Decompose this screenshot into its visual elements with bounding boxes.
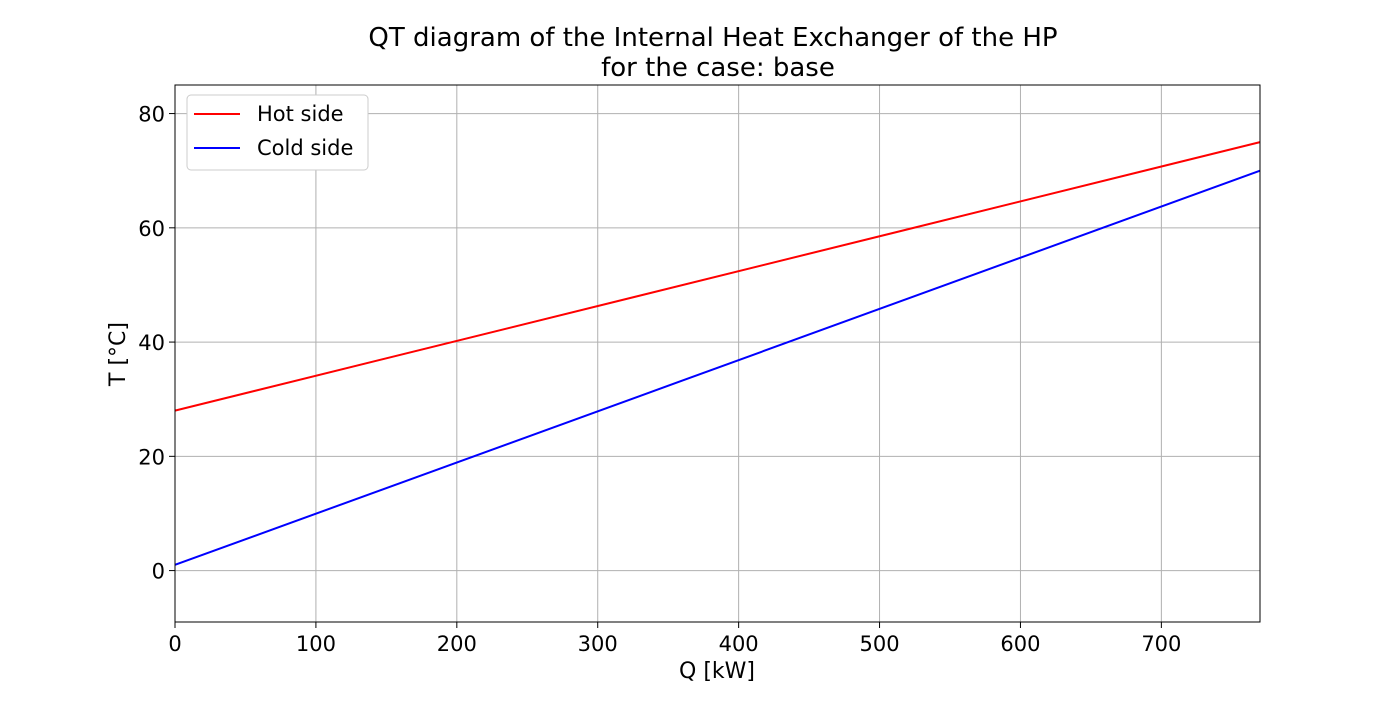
y-tick-label: 40 [138, 331, 165, 355]
y-tick-label: 80 [138, 103, 165, 127]
axis-ticks: 0 100 200 300 400 500 600 700 0 20 40 60 80 [138, 103, 1181, 656]
legend-label-hot-side: Hot side [257, 102, 344, 126]
chart-subtitle: for the case: base [601, 53, 835, 83]
y-axis-label: T [°C] [106, 322, 131, 387]
series-line-hot-side [174, 141, 1261, 412]
x-tick-label: 0 [168, 632, 181, 656]
x-tick-label: 700 [1141, 632, 1181, 656]
legend: Hot side Cold side [186, 94, 369, 171]
chart-title: QT diagram of the Internal Heat Exchange… [368, 23, 1057, 53]
x-tick-label: 200 [437, 632, 477, 656]
series-layer [174, 141, 1261, 566]
series-line-cold-side [174, 169, 1261, 566]
x-tick-label: 300 [578, 632, 618, 656]
x-tick-label: 600 [1000, 632, 1040, 656]
x-tick-label: 100 [296, 632, 336, 656]
y-tick-label: 0 [152, 560, 165, 584]
grid-lines [174, 85, 1260, 622]
x-tick-label: 400 [719, 632, 759, 656]
x-tick-label: 500 [859, 632, 899, 656]
x-axis-label: Q [kW] [679, 659, 755, 684]
y-tick-label: 60 [138, 217, 165, 241]
legend-label-cold-side: Cold side [257, 136, 353, 160]
y-tick-label: 20 [138, 445, 165, 469]
plot-frame [174, 84, 1261, 623]
